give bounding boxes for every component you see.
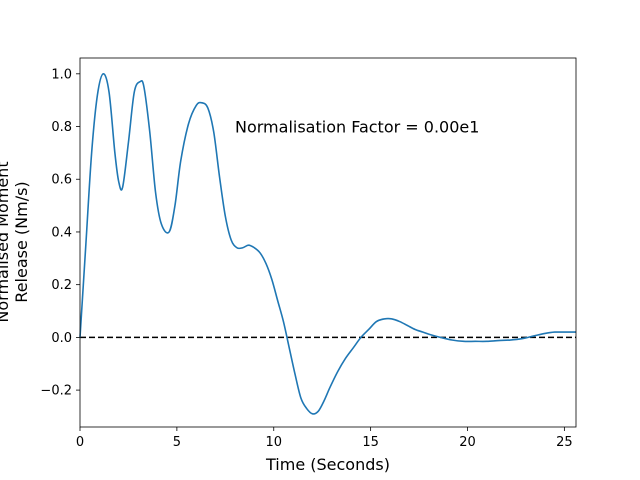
x-axis-ticks: 0 5 10 15 20 25: [76, 427, 573, 450]
y-axis-ticks: −0.2 0.0 0.2 0.4 0.6 0.8 1.0: [40, 67, 80, 399]
annotation-text: Normalisation Factor = 0.00e1: [235, 118, 479, 137]
x-tick-label: 0: [76, 435, 84, 450]
y-axis-label-line-2: Release (Nm/s): [12, 181, 31, 302]
series-line: [79, 73, 576, 415]
y-tick-label: 0.4: [51, 225, 72, 240]
x-axis-label: Time (Seconds): [265, 455, 390, 474]
x-tick-label: 20: [459, 435, 476, 450]
y-axis-label-line-1: Normalised Moment: [0, 161, 12, 322]
y-tick-label: 0.8: [51, 120, 72, 135]
y-tick-label: 0.6: [51, 173, 72, 188]
plot-background: [80, 58, 576, 427]
x-tick-label: 5: [173, 435, 181, 450]
y-tick-label: 0.0: [51, 331, 72, 346]
y-tick-label: 0.2: [51, 278, 72, 293]
y-tick-label: 1.0: [51, 67, 72, 82]
x-tick-label: 25: [556, 435, 573, 450]
y-tick-label: −0.2: [40, 384, 72, 399]
x-tick-label: 15: [362, 435, 379, 450]
x-tick-label: 10: [265, 435, 282, 450]
plot-frame: [79, 57, 577, 428]
